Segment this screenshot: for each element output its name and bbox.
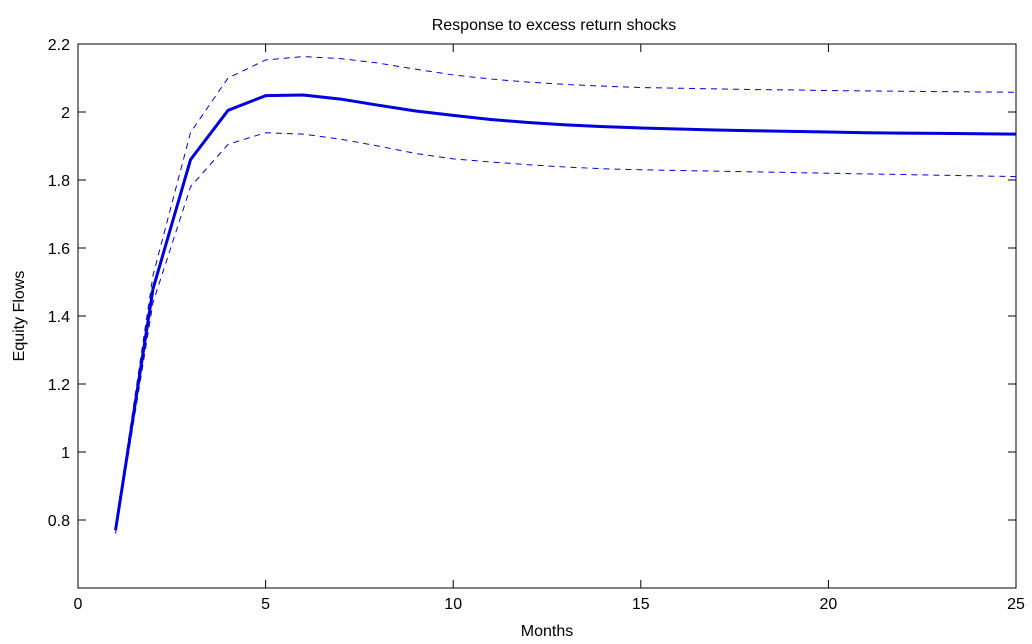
y-tick-label: 1.2	[48, 377, 70, 394]
y-tick-label: 2.2	[48, 37, 70, 54]
x-tick-label: 10	[444, 596, 462, 613]
plot-frame	[77, 43, 1017, 589]
series-line-lower-band	[115, 132, 1017, 534]
x-axis-label: Months	[521, 623, 573, 640]
y-tick-label: 0.8	[48, 513, 70, 530]
x-tick-label: 25	[1007, 596, 1025, 613]
series-line-response	[114, 93, 1017, 531]
series-layer	[114, 56, 1017, 534]
y-tick-label: 1.8	[48, 173, 70, 190]
x-tick-label: 0	[74, 596, 83, 613]
x-tick-label: 20	[820, 596, 838, 613]
y-tick-label: 2	[61, 105, 70, 122]
x-tick-label: 5	[261, 596, 270, 613]
y-tick-label: 1.6	[48, 241, 70, 258]
x-tick-label: 15	[632, 596, 650, 613]
series-line-upper-band	[115, 56, 1017, 527]
y-tick-label: 1	[61, 445, 70, 462]
x-axis-ticks: 0 5 10 15 20 25	[74, 44, 1025, 613]
y-axis-ticks: 0.8 1 1.2 1.4 1.6 1.8 2 2.2	[48, 37, 1016, 530]
plot-area: 0 5 10 15 20 25 0.8 1 1.2 1.4 1.6 1.8 2 2.2	[48, 37, 1025, 613]
y-tick-label: 1.4	[48, 309, 70, 326]
y-axis-label: Equity Flows	[11, 271, 28, 362]
chart-title: Response to excess return shocks	[432, 17, 677, 34]
